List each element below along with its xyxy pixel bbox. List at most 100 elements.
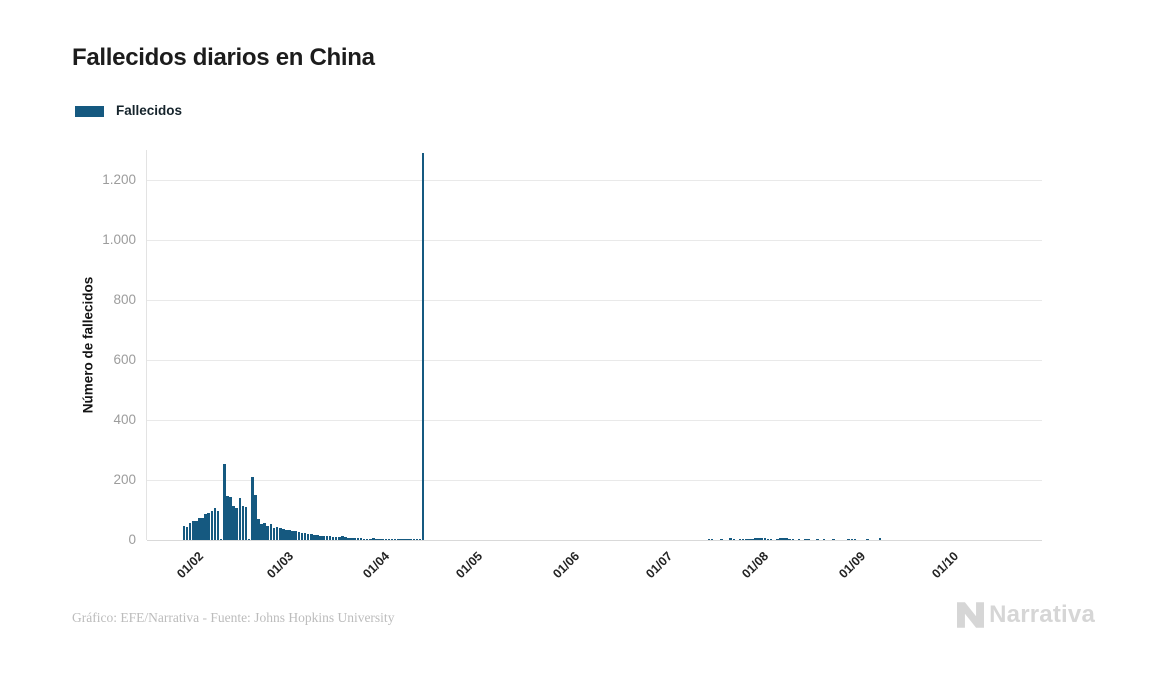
bar: [297, 531, 301, 540]
bar: [760, 537, 764, 540]
bar: [797, 538, 801, 540]
x-tick-label: 01/09: [835, 549, 868, 582]
gridline: [147, 480, 1042, 481]
page-title: Fallecidos diarios en China: [72, 44, 375, 71]
narrativa-wordmark: Narrativa: [989, 601, 1095, 628]
bar: [316, 535, 319, 540]
bar: [341, 536, 344, 540]
bar: [254, 495, 257, 540]
bar: [257, 519, 260, 540]
bar: [853, 539, 857, 540]
bar: [412, 539, 416, 540]
gridline: [147, 360, 1042, 361]
x-tick-label: 01/02: [173, 549, 206, 582]
bar: [216, 510, 220, 540]
bar: [238, 498, 242, 540]
legend-label: Fallecidos: [116, 103, 183, 118]
bar: [303, 533, 307, 540]
bar: [182, 526, 186, 540]
bar: [751, 538, 754, 540]
bar: [707, 538, 711, 540]
bar: [269, 524, 273, 540]
gridline: [147, 300, 1042, 301]
bar: [769, 538, 773, 540]
bar: [738, 538, 742, 540]
bar: [185, 526, 189, 540]
bar: [403, 539, 406, 540]
bar: [365, 538, 369, 540]
bar: [319, 535, 322, 540]
bar: [291, 530, 294, 540]
bar: [353, 537, 357, 540]
bar: [210, 510, 214, 540]
bar: [741, 538, 745, 540]
bar: [415, 539, 419, 540]
bar: [347, 537, 350, 540]
narrativa-logo: Narrativa: [957, 601, 1095, 629]
bar: [729, 537, 733, 540]
bar: [788, 538, 792, 540]
x-tick-label: 01/04: [360, 549, 393, 582]
x-tick-label: 01/03: [263, 549, 297, 582]
x-tick-label: 01/08: [739, 549, 772, 582]
bar: [372, 538, 375, 540]
source-credit: Gráfico: EFE/Narrativa - Fuente: Johns H…: [72, 610, 395, 625]
x-tick-label: 01/06: [549, 549, 582, 582]
bar: [418, 539, 422, 540]
bar: [282, 528, 285, 540]
bar: [198, 518, 201, 540]
bar: [275, 527, 279, 540]
bar: [375, 538, 378, 540]
y-tick-label: 800: [113, 292, 136, 307]
y-tick-label: 600: [113, 352, 136, 367]
bar: [744, 538, 748, 540]
bar: [390, 539, 394, 540]
bar: [331, 536, 335, 540]
bar: [334, 537, 338, 540]
bar: [831, 539, 835, 540]
bar: [779, 538, 782, 540]
bar: [250, 477, 254, 540]
bar: [720, 539, 723, 540]
bar: [866, 539, 869, 540]
bar: [362, 538, 366, 540]
bar: [201, 518, 204, 540]
bar: [328, 536, 332, 540]
bar: [803, 538, 807, 540]
bar: [337, 537, 341, 540]
bar: [309, 534, 313, 540]
bar: [384, 539, 388, 540]
bar: [325, 536, 329, 540]
bar: [229, 497, 232, 540]
bar: [847, 538, 851, 540]
bar: [785, 538, 788, 540]
bar: [816, 539, 819, 540]
x-axis-line: [147, 540, 1042, 541]
bar: [400, 539, 403, 540]
bar: [776, 538, 779, 540]
bar: [766, 538, 770, 540]
bar: [195, 520, 198, 540]
bar: [306, 533, 310, 540]
bar: [222, 463, 226, 540]
bar: [369, 538, 372, 540]
bar: [763, 538, 767, 540]
bar: [235, 507, 238, 540]
bar: [393, 539, 397, 540]
bar: [406, 539, 409, 540]
bar: [207, 513, 211, 540]
bar: [294, 531, 298, 540]
bar: [191, 520, 195, 540]
bar: [188, 522, 192, 540]
x-tick-label: 01/10: [928, 549, 961, 582]
gridline: [147, 420, 1042, 421]
bar: [266, 525, 270, 540]
y-tick-label: 200: [113, 472, 136, 487]
bar: [313, 534, 316, 540]
bar: [300, 532, 304, 540]
bar: [732, 539, 736, 540]
bar: [356, 538, 360, 540]
bar: [757, 537, 760, 540]
y-tick-label: 400: [113, 412, 136, 427]
bar: [878, 538, 882, 540]
